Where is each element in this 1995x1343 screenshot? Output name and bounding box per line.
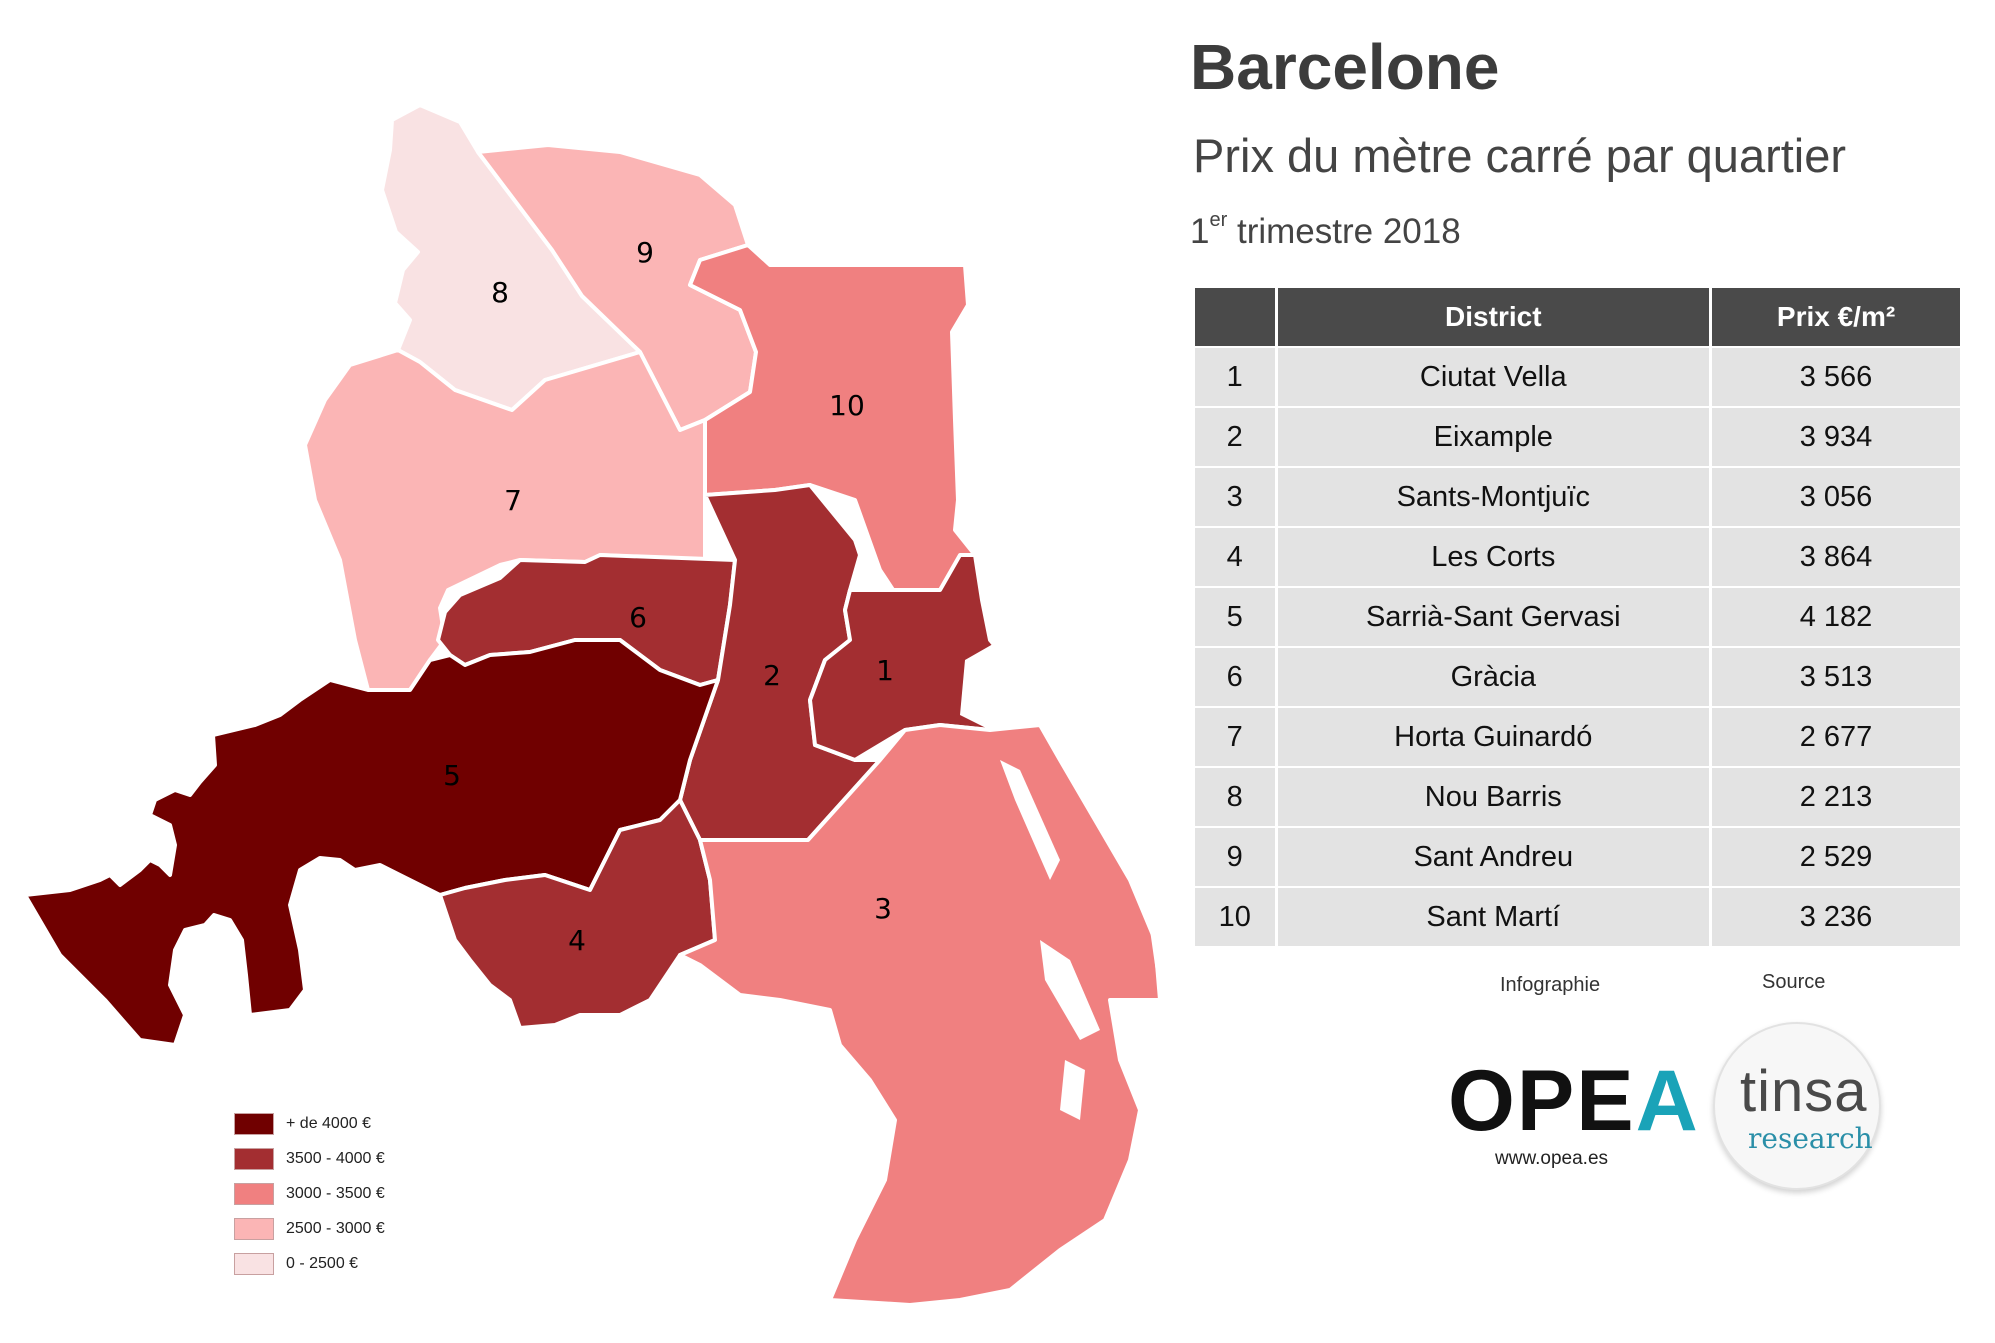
legend-label: 2500 - 3000 € xyxy=(286,1219,385,1237)
page-title: Barcelone xyxy=(1190,31,1500,103)
cell-district: Horta Guinardó xyxy=(1274,706,1711,767)
cell-price: 3 513 xyxy=(1709,646,1960,707)
table-row: 3 Sants-Montjuïc 3 056 xyxy=(1195,466,1960,527)
cell-number: 1 xyxy=(1195,346,1276,407)
cell-number: 8 xyxy=(1195,766,1276,827)
legend-label: 3000 - 3500 € xyxy=(286,1184,385,1202)
table-row: 9 Sant Andreu 2 529 xyxy=(1195,826,1960,887)
cell-number: 6 xyxy=(1195,646,1276,707)
cell-number: 2 xyxy=(1195,406,1276,467)
district-label-1: 1 xyxy=(876,654,894,687)
cell-district: Sant Martí xyxy=(1274,886,1711,946)
legend-swatch xyxy=(234,1147,274,1170)
legend-item: 3500 - 4000 € xyxy=(234,1141,385,1176)
cell-number: 9 xyxy=(1195,826,1276,887)
cell-price: 3 864 xyxy=(1709,526,1960,587)
legend-item: 2500 - 3000 € xyxy=(234,1211,385,1246)
cell-district: Nou Barris xyxy=(1274,766,1711,827)
cell-number: 3 xyxy=(1195,466,1276,527)
table-header-row: District Prix €/m² xyxy=(1195,288,1960,347)
district-label-10: 10 xyxy=(829,389,865,422)
map-svg: 1 2 3 4 5 6 7 8 9 10 xyxy=(25,105,1180,1307)
period-text: trimestre 2018 xyxy=(1227,212,1461,251)
period-label: 1er trimestre 2018 xyxy=(1190,209,1461,252)
tinsa-logo[interactable] xyxy=(1713,1022,1881,1190)
period-superscript: er xyxy=(1209,209,1228,232)
cell-number: 7 xyxy=(1195,706,1276,767)
column-header-district: District xyxy=(1274,288,1711,347)
cell-price: 3 934 xyxy=(1709,406,1960,467)
sea xyxy=(1090,760,1180,1000)
cell-price: 2 529 xyxy=(1709,826,1960,887)
district-7[interactable] xyxy=(303,348,707,692)
cell-number: 10 xyxy=(1195,886,1276,946)
opea-logo-main: OPE xyxy=(1448,1053,1636,1149)
tinsa-logo-name: tinsa xyxy=(1740,1059,1868,1124)
legend-item: 0 - 2500 € xyxy=(234,1246,385,1281)
cell-number: 4 xyxy=(1195,526,1276,587)
opea-url[interactable]: www.opea.es xyxy=(1495,1148,1609,1169)
cell-district: Les Corts xyxy=(1274,526,1711,587)
cell-price: 2 677 xyxy=(1709,706,1960,767)
period-number: 1 xyxy=(1190,212,1210,251)
legend-label: 3500 - 4000 € xyxy=(286,1149,385,1167)
table-row: 5 Sarrià-Sant Gervasi 4 182 xyxy=(1195,586,1960,647)
table-row: 1 Ciutat Vella 3 566 xyxy=(1195,346,1960,407)
port-dock-1 xyxy=(1000,760,1060,880)
cell-price: 3 056 xyxy=(1709,466,1960,527)
cell-district: Eixample xyxy=(1274,406,1711,467)
legend-item: 3000 - 3500 € xyxy=(234,1176,385,1211)
infographie-label: Infographie xyxy=(1500,974,1601,996)
district-label-3: 3 xyxy=(874,892,892,925)
cell-price: 2 213 xyxy=(1709,766,1960,827)
table-row: 7 Horta Guinardó 2 677 xyxy=(1195,706,1960,767)
page-subtitle: Prix du mètre carré par quartier xyxy=(1193,129,1847,182)
opea-logo[interactable]: OPEA xyxy=(1448,1058,1700,1144)
legend-swatch xyxy=(234,1112,274,1135)
district-label-9: 9 xyxy=(636,236,654,269)
cell-district: Sant Andreu xyxy=(1274,826,1711,887)
column-header-number xyxy=(1195,288,1276,347)
cell-price: 3 566 xyxy=(1709,346,1960,407)
district-label-8: 8 xyxy=(491,276,509,309)
table-row: 10 Sant Martí 3 236 xyxy=(1195,886,1960,946)
tinsa-logo-sub: research xyxy=(1748,1122,1873,1155)
legend-label: + de 4000 € xyxy=(286,1114,371,1132)
cell-district: Ciutat Vella xyxy=(1274,346,1711,407)
table-row: 4 Les Corts 3 864 xyxy=(1195,526,1960,587)
district-label-6: 6 xyxy=(629,601,647,634)
cell-district: Gràcia xyxy=(1274,646,1711,707)
district-label-4: 4 xyxy=(568,924,586,957)
port-dock-2 xyxy=(1040,940,1100,1040)
cell-price: 3 236 xyxy=(1709,886,1960,946)
port-dock-3 xyxy=(1060,1060,1085,1120)
legend-swatch xyxy=(234,1182,274,1205)
enclave-cut xyxy=(200,920,225,970)
district-3[interactable] xyxy=(678,723,1162,1307)
table-row: 2 Eixample 3 934 xyxy=(1195,406,1960,467)
cell-district: Sarrià-Sant Gervasi xyxy=(1274,586,1711,647)
table-row: 8 Nou Barris 2 213 xyxy=(1195,766,1960,827)
port-area xyxy=(960,640,1040,730)
legend-swatch xyxy=(234,1217,274,1240)
district-label-7: 7 xyxy=(504,484,522,517)
cell-district: Sants-Montjuïc xyxy=(1274,466,1711,527)
district-label-5: 5 xyxy=(443,759,461,792)
table-row: 6 Gràcia 3 513 xyxy=(1195,646,1960,707)
opea-logo-accent: A xyxy=(1635,1053,1700,1149)
district-label-2: 2 xyxy=(763,659,781,692)
map-legend: + de 4000 € 3500 - 4000 € 3000 - 3500 € … xyxy=(234,1106,385,1281)
cell-price: 4 182 xyxy=(1709,586,1960,647)
source-label: Source xyxy=(1762,971,1826,993)
legend-label: 0 - 2500 € xyxy=(286,1254,359,1272)
legend-swatch xyxy=(234,1252,274,1275)
legend-item: + de 4000 € xyxy=(234,1106,385,1141)
column-header-price: Prix €/m² xyxy=(1709,288,1960,347)
district-map: 1 2 3 4 5 6 7 8 9 10 xyxy=(25,105,1180,1307)
cell-number: 5 xyxy=(1195,586,1276,647)
